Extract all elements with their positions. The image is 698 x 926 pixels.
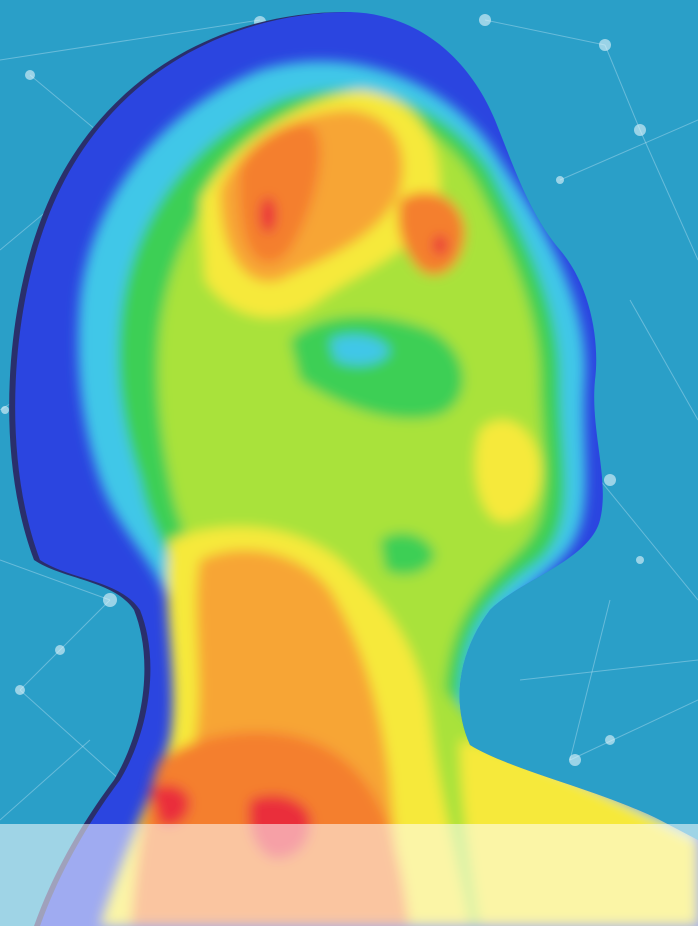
bottom-fade-overlay	[0, 824, 698, 926]
